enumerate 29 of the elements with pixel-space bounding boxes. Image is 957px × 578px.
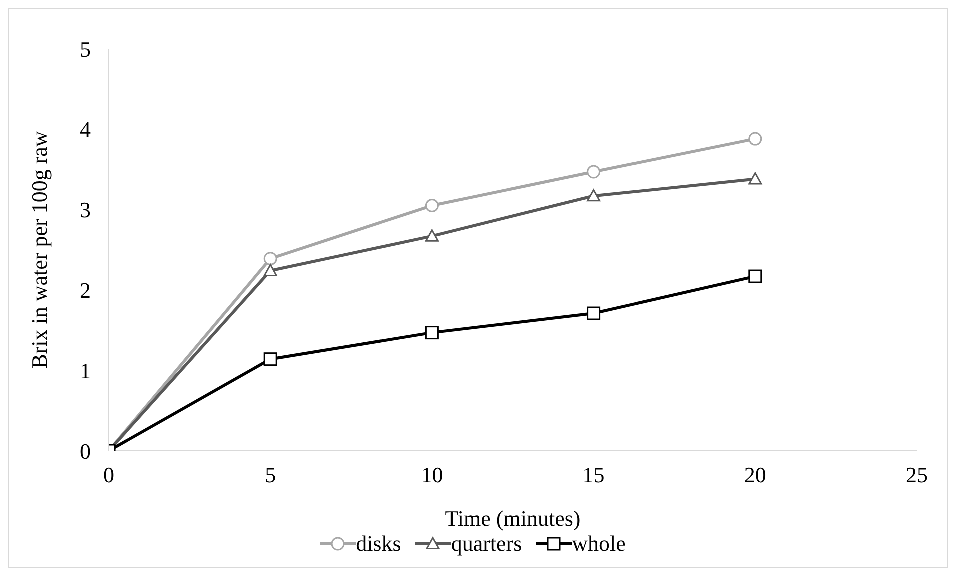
y-tick-label: 4 <box>80 117 91 142</box>
point <box>264 252 278 266</box>
point <box>425 230 439 242</box>
point <box>587 189 601 202</box>
point <box>264 352 278 366</box>
legend-label: quarters <box>451 531 522 557</box>
x-axis-title: Time (minutes) <box>445 506 581 531</box>
y-axis-title: Brix in water per 100g raw <box>26 131 52 369</box>
y-tick-label: 1 <box>80 358 91 384</box>
y-tick-label: 0 <box>80 438 91 464</box>
x-tick-label: 20 <box>744 462 766 488</box>
x-tick-label: 0 <box>104 462 114 488</box>
point <box>425 199 439 213</box>
point <box>748 270 762 284</box>
x-tick-label: 5 <box>265 462 276 488</box>
y-tick-label: 3 <box>80 198 91 223</box>
point <box>587 165 601 179</box>
x-tick-label: 10 <box>421 462 444 488</box>
legend-label: disks <box>356 531 402 557</box>
x-tick-label: 25 <box>906 462 928 488</box>
x-tick-label: 15 <box>582 462 605 488</box>
point <box>425 326 439 340</box>
point <box>748 132 762 146</box>
point <box>264 264 278 276</box>
y-tick-label: 2 <box>80 278 91 304</box>
y-tick-label: 5 <box>80 36 91 62</box>
legend-label: whole <box>572 531 626 557</box>
point <box>748 172 762 185</box>
point <box>587 306 601 320</box>
